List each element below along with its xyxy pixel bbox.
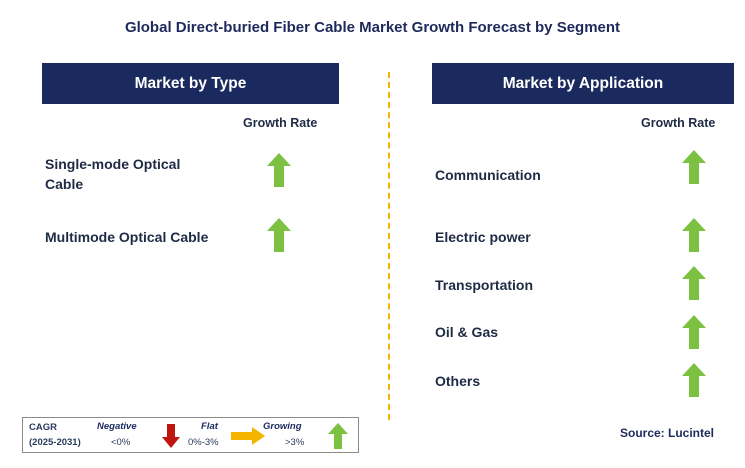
legend-flat-range: 0%-3% — [188, 437, 219, 448]
up-arrow-icon — [682, 218, 706, 252]
segment-single-mode-optical-cable: Single-mode Optical Cable — [45, 156, 181, 192]
market-by-application-header: Market by Application — [432, 63, 734, 104]
type-growth-rate-label: Growth Rate — [243, 116, 318, 130]
legend-cagr-label: CAGR — [29, 422, 57, 433]
segment-transportation: Transportation — [435, 277, 534, 293]
segment-communication: Communication — [435, 167, 541, 183]
up-arrow-icon — [267, 218, 291, 252]
legend-negative-range: <0% — [111, 437, 131, 448]
legend-growing-range: >3% — [285, 437, 305, 448]
chart-title: Global Direct-buried Fiber Cable Market … — [124, 19, 621, 36]
up-arrow-icon — [682, 315, 706, 349]
market-by-type-header: Market by Type — [42, 63, 339, 104]
segment-multimode-optical-cable: Multimode Optical Cable — [45, 229, 209, 245]
up-arrow-icon — [267, 153, 291, 187]
panel-divider — [388, 72, 390, 420]
up-arrow-icon — [682, 150, 706, 184]
application-growth-rate-label: Growth Rate — [641, 116, 716, 130]
segment-electric-power: Electric power — [435, 229, 531, 245]
up-arrow-icon — [328, 423, 348, 449]
right-arrow-icon — [231, 427, 265, 445]
segment-others: Others — [435, 373, 481, 389]
segment-oil-and-gas: Oil & Gas — [435, 324, 499, 340]
legend-flat-label: Flat — [201, 421, 218, 432]
up-arrow-icon — [682, 363, 706, 397]
legend-negative-label: Negative — [97, 421, 137, 432]
legend-growing-label: Growing — [263, 421, 302, 432]
legend-period: (2025-2031) — [29, 437, 81, 448]
up-arrow-icon — [682, 266, 706, 300]
source-note: Source: Lucintel — [620, 426, 715, 440]
down-arrow-icon — [162, 424, 180, 448]
cagr-legend: CAGR (2025-2031) Negative <0% Flat 0%-3%… — [22, 417, 359, 453]
